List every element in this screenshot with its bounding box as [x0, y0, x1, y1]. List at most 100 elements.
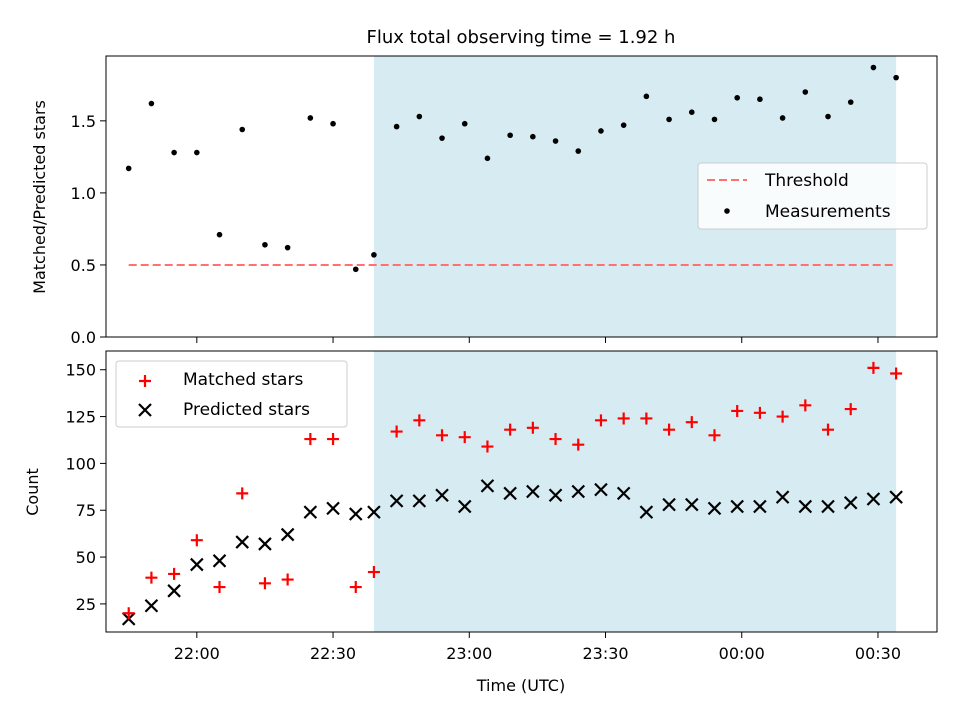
matched-star-point — [526, 421, 539, 434]
measurement-point — [461, 120, 468, 127]
predicted-star-point — [435, 488, 449, 503]
chart-title: Flux total observing time = 1.92 h — [367, 27, 676, 48]
top-y-ticks: 0.0 0.5 1.0 1.5 — [71, 112, 106, 347]
matched-star-point — [436, 429, 449, 442]
legend-matched-swatch — [139, 375, 151, 387]
measurement-point — [870, 64, 877, 71]
measurement-point — [779, 115, 786, 121]
matched-star-point — [753, 406, 766, 419]
predicted-star-point — [843, 495, 858, 510]
predicted-star-point — [167, 584, 181, 598]
legend-measurements-swatch — [724, 208, 730, 214]
predicted-star-point — [639, 505, 654, 519]
matched-star-point — [122, 607, 135, 620]
predicted-star-point — [889, 490, 903, 504]
predicted-star-point — [412, 494, 427, 508]
measurement-point — [125, 165, 132, 172]
measurement-point — [688, 109, 695, 115]
measurement-point — [552, 138, 559, 144]
predicted-star-point — [367, 505, 381, 519]
top-legend: Threshold Measurements — [697, 162, 928, 230]
predicted-star-point — [821, 499, 835, 514]
y-tick-label: 75 — [76, 501, 96, 520]
predicted-star-point — [616, 486, 631, 501]
top-axes-frame — [105, 55, 938, 338]
measurement-point — [643, 93, 650, 100]
predicted-star-point — [753, 499, 767, 514]
matched-star-point — [799, 399, 812, 412]
y-tick-label: 0.5 — [71, 256, 96, 275]
predicted-star-point — [389, 494, 404, 508]
top-legend-box — [697, 162, 928, 230]
predicted-star-point — [190, 557, 204, 572]
x-tick-label: 22:00 — [174, 644, 220, 663]
predicted-star-point — [730, 499, 744, 514]
measurement-point — [194, 149, 200, 156]
measurement-point — [371, 252, 377, 258]
matched-star-point — [258, 577, 271, 590]
top-x-ticks — [196, 337, 879, 343]
legend-matched-label: Matched stars — [183, 370, 303, 390]
predicted-star-point — [144, 598, 159, 613]
matched-star-point — [549, 433, 562, 446]
measurement-point — [598, 128, 604, 134]
legend-threshold-label: Threshold — [764, 171, 849, 191]
matched-star-point — [731, 404, 744, 417]
bottom-legend-box — [115, 360, 348, 428]
matched-star-point — [304, 433, 317, 446]
x-tick-label: 23:00 — [446, 644, 492, 663]
x-tick-label: 00:30 — [855, 644, 901, 663]
predicted-star-point — [526, 484, 540, 499]
y-tick-label: 50 — [76, 548, 96, 567]
predicted-star-point — [212, 554, 227, 568]
top-y-axis-label: Matched/Predicted stars — [30, 100, 49, 294]
x-tick-label: 23:30 — [582, 644, 628, 663]
predicted-star-point — [258, 537, 272, 551]
matched-star-point — [213, 581, 226, 594]
matched-star-point — [367, 566, 380, 579]
x-tick-label: 00:00 — [719, 644, 765, 663]
predicted-star-point — [303, 505, 318, 519]
y-tick-label: 1.5 — [71, 112, 96, 131]
legend-predicted-swatch — [138, 403, 152, 417]
measurement-point — [711, 116, 718, 123]
measurement-point — [439, 135, 445, 141]
y-tick-label: 125 — [65, 408, 96, 427]
matched-star-point — [190, 534, 203, 547]
measurement-point — [507, 132, 513, 139]
measurement-point — [666, 116, 672, 123]
matched-star-point — [458, 431, 471, 444]
matched-star-point — [572, 438, 585, 451]
predicted-star-point — [662, 497, 676, 512]
matched-star-point — [349, 581, 362, 594]
predicted-star-point — [457, 499, 472, 514]
y-tick-label: 100 — [65, 454, 96, 473]
predicted-star-point — [798, 499, 813, 514]
measurement-point — [847, 99, 854, 105]
measurement-point — [893, 74, 899, 81]
matched-star-point — [236, 487, 249, 500]
matched-star-point — [281, 573, 294, 586]
y-tick-label: 25 — [76, 595, 96, 614]
matched-star-point — [708, 429, 721, 442]
bottom-y-ticks: 25 50 75 100 125 150 — [65, 361, 106, 614]
predicted-star-point — [685, 497, 699, 512]
matched-star-point — [145, 571, 158, 584]
matched-star-point — [640, 412, 653, 425]
matched-star-point — [776, 410, 789, 423]
predicted-star-point — [235, 535, 250, 549]
measurement-point — [802, 89, 809, 95]
measurement-point — [148, 100, 155, 107]
measurement-point — [239, 126, 246, 133]
y-tick-label: 0.0 — [71, 328, 96, 347]
predicted-star-point — [866, 492, 881, 506]
predicted-star-point — [594, 482, 608, 497]
bottom-y-axis-label: Count — [23, 468, 42, 516]
measurement-point — [216, 231, 223, 238]
bottom-x-ticks: 22:00 22:30 23:00 23:30 00:00 00:30 — [174, 632, 901, 663]
measurement-point — [484, 155, 491, 162]
measurement-point — [530, 133, 536, 140]
matched-star-point — [685, 416, 698, 429]
x-axis-label: Time (UTC) — [476, 676, 565, 695]
matched-star-point — [481, 440, 494, 453]
